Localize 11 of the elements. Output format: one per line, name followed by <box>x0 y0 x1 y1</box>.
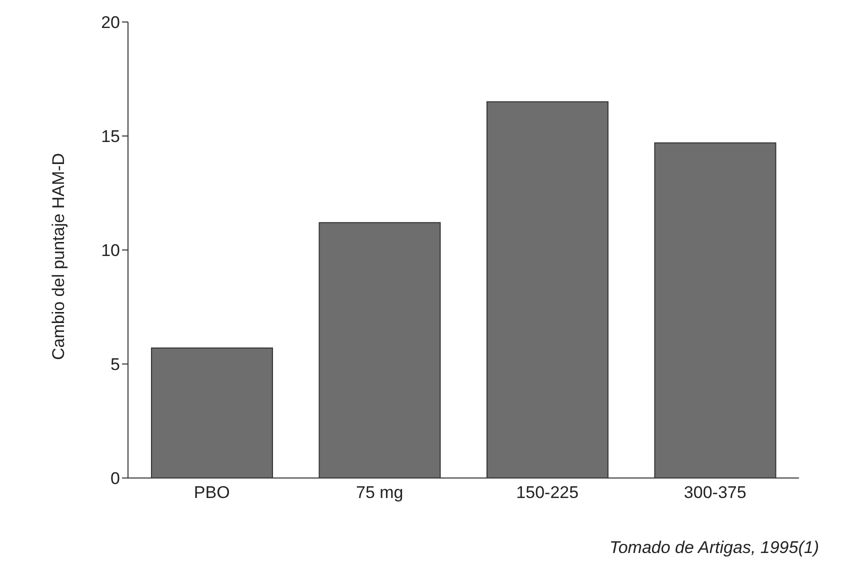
y-tick-label: 15 <box>101 127 120 146</box>
y-tick-label: 10 <box>101 241 120 260</box>
y-axis-title: Cambio del puntaje HAM-D <box>49 153 68 360</box>
x-tick-label: 150-225 <box>516 483 579 502</box>
y-tick-label: 5 <box>110 355 120 374</box>
y-tick-label: 20 <box>101 13 120 32</box>
text: Tomado de Artigas, 1995(1) <box>610 538 819 558</box>
x-tick-label: PBO <box>194 483 230 502</box>
y-tick-label: 0 <box>110 469 120 488</box>
x-tick-label: 300-375 <box>684 483 746 502</box>
x-tick-label: 75 mg <box>356 483 404 502</box>
